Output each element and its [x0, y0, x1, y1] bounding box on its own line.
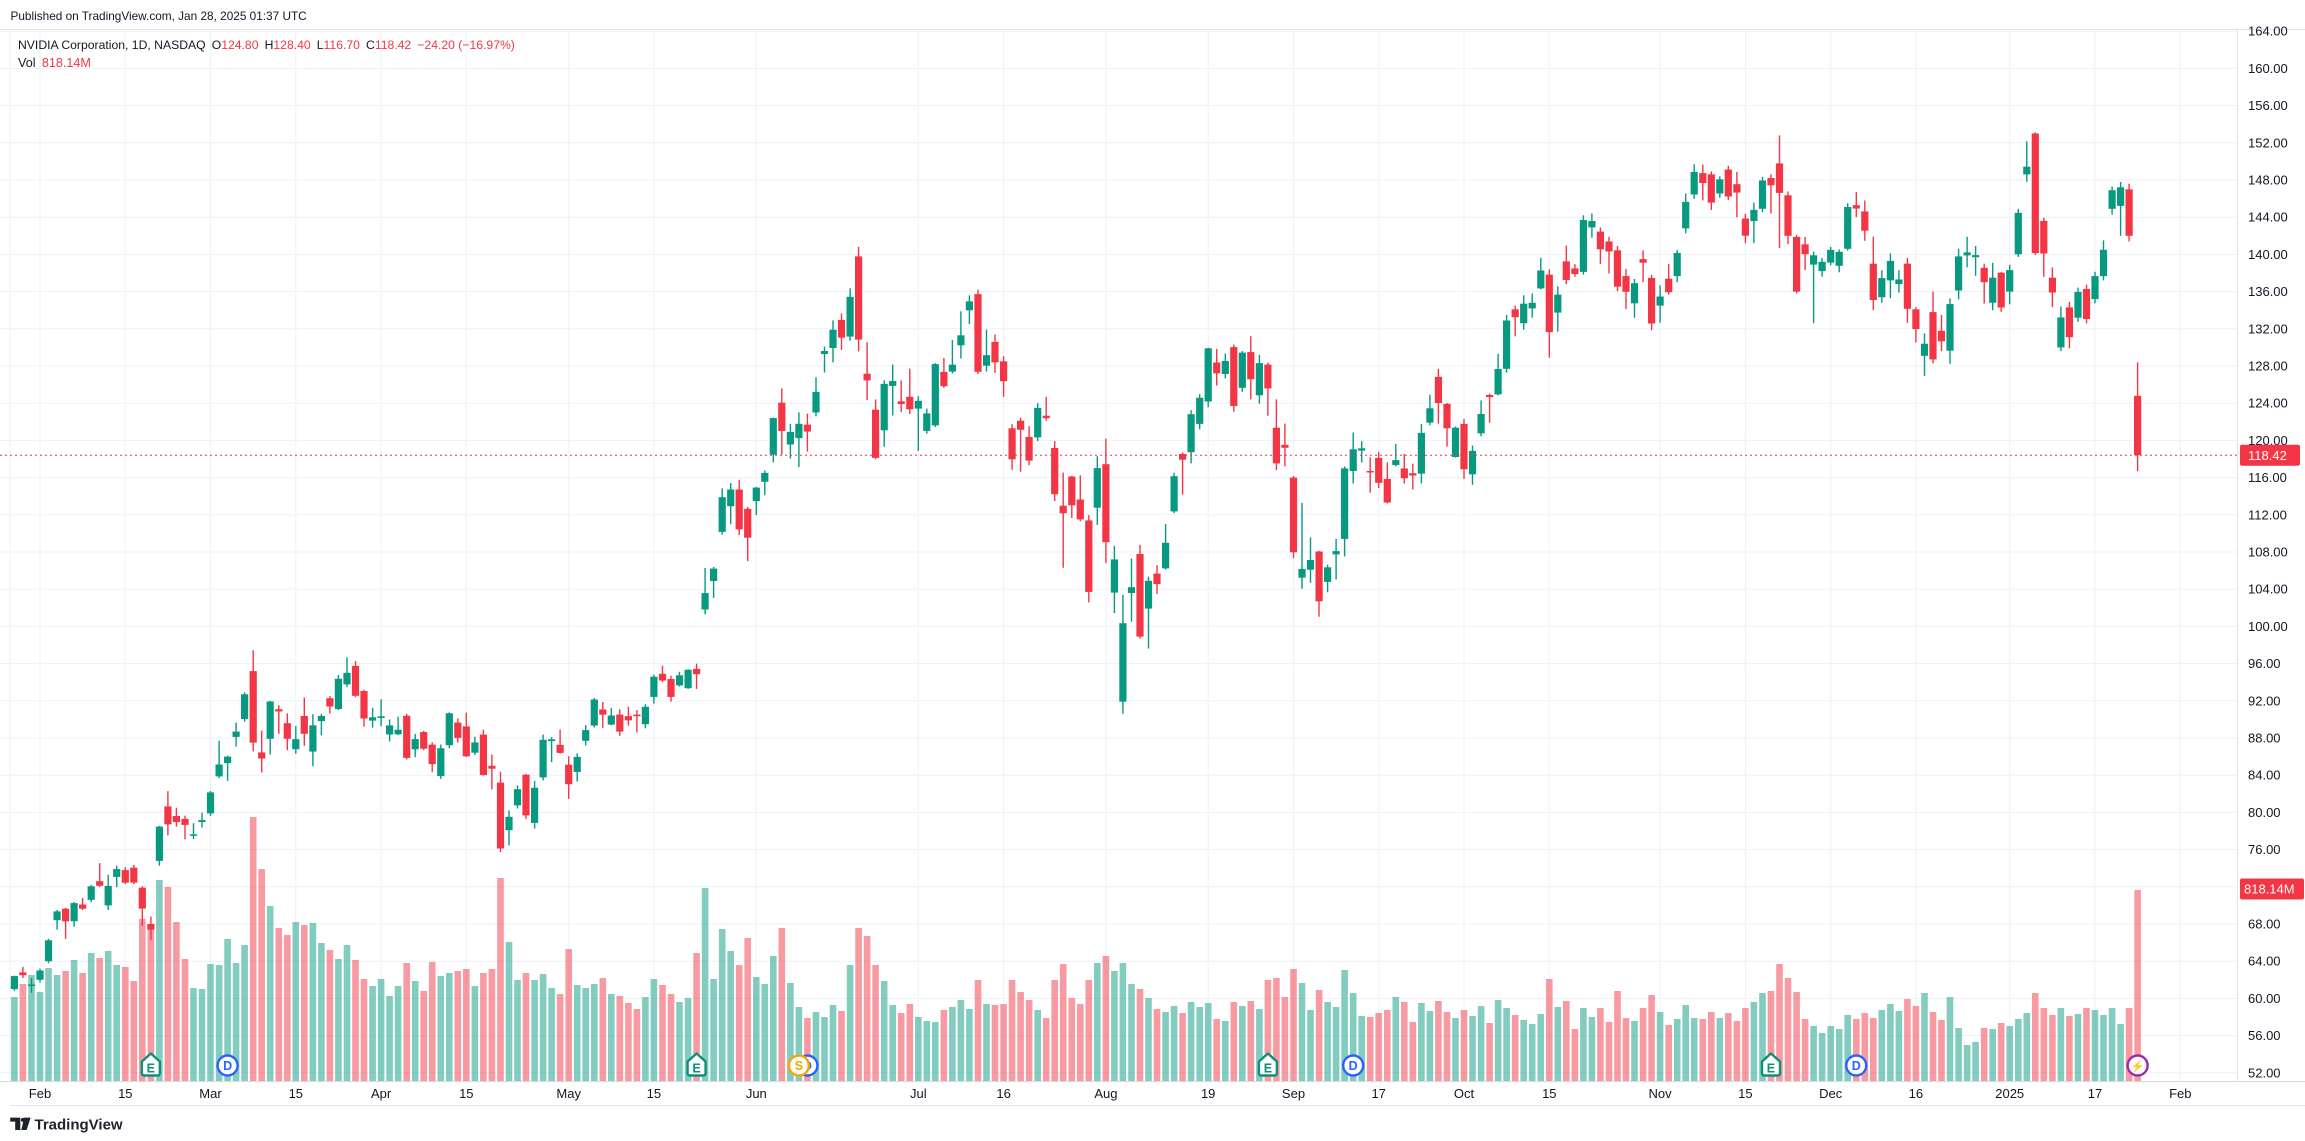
svg-text:NVIDIA Corporation, 1D, NASDAQ: NVIDIA Corporation, 1D, NASDAQ O124.80 H…	[18, 38, 515, 52]
svg-text:17: 17	[1371, 1086, 1385, 1101]
svg-text:148.00: 148.00	[2248, 173, 2288, 188]
svg-text:17: 17	[2088, 1086, 2102, 1101]
svg-text:E: E	[147, 1062, 155, 1076]
svg-text:Apr: Apr	[371, 1086, 392, 1101]
svg-text:Feb: Feb	[2169, 1086, 2191, 1101]
svg-text:108.00: 108.00	[2248, 545, 2288, 560]
svg-text:132.00: 132.00	[2248, 321, 2288, 336]
svg-text:52.00: 52.00	[2248, 1065, 2281, 1080]
svg-text:Nov: Nov	[1649, 1086, 1673, 1101]
svg-text:140.00: 140.00	[2248, 247, 2288, 262]
svg-text:Sep: Sep	[1282, 1086, 1305, 1101]
svg-text:15: 15	[647, 1086, 661, 1101]
svg-text:144.00: 144.00	[2248, 210, 2288, 225]
svg-text:S: S	[795, 1059, 803, 1073]
svg-text:Jun: Jun	[746, 1086, 767, 1101]
svg-text:15: 15	[1738, 1086, 1752, 1101]
svg-text:Aug: Aug	[1094, 1086, 1117, 1101]
svg-text:Feb: Feb	[29, 1086, 51, 1101]
svg-text:Dec: Dec	[1819, 1086, 1843, 1101]
svg-text:124.00: 124.00	[2248, 396, 2288, 411]
svg-text:Vol 818.14M: Vol 818.14M	[18, 56, 91, 70]
svg-text:15: 15	[1542, 1086, 1556, 1101]
svg-text:818.14M: 818.14M	[2244, 882, 2295, 897]
svg-text:80.00: 80.00	[2248, 805, 2281, 820]
svg-text:D: D	[1349, 1059, 1358, 1073]
svg-text:120.00: 120.00	[2248, 433, 2288, 448]
svg-text:May: May	[556, 1086, 581, 1101]
svg-text:Published on TradingView.com,: Published on TradingView.com, Jan 28, 20…	[11, 9, 308, 23]
svg-text:116.00: 116.00	[2248, 470, 2287, 485]
svg-text:128.00: 128.00	[2248, 359, 2288, 374]
svg-text:15: 15	[118, 1086, 132, 1101]
svg-text:D: D	[1852, 1059, 1861, 1073]
svg-text:68.00: 68.00	[2248, 917, 2281, 932]
svg-text:Mar: Mar	[199, 1086, 222, 1101]
svg-text:Jul: Jul	[910, 1086, 927, 1101]
svg-text:D: D	[223, 1059, 232, 1073]
svg-text:16: 16	[996, 1086, 1010, 1101]
svg-text:84.00: 84.00	[2248, 768, 2281, 783]
svg-text:160.00: 160.00	[2248, 61, 2288, 76]
svg-text:15: 15	[459, 1086, 473, 1101]
svg-text:96.00: 96.00	[2248, 656, 2281, 671]
svg-text:136.00: 136.00	[2248, 284, 2288, 299]
svg-text:Oct: Oct	[1454, 1086, 1475, 1101]
svg-text:16: 16	[1909, 1086, 1923, 1101]
svg-text:60.00: 60.00	[2248, 991, 2281, 1006]
svg-text:15: 15	[289, 1086, 303, 1101]
svg-text:56.00: 56.00	[2248, 1028, 2281, 1043]
svg-text:118.42: 118.42	[2248, 448, 2287, 463]
svg-text:164.00: 164.00	[2248, 24, 2288, 39]
svg-text:2025: 2025	[1995, 1086, 2024, 1101]
svg-text:64.00: 64.00	[2248, 954, 2281, 969]
svg-text:19: 19	[1201, 1086, 1215, 1101]
svg-text:76.00: 76.00	[2248, 842, 2281, 857]
svg-text:92.00: 92.00	[2248, 693, 2281, 708]
svg-text:E: E	[692, 1062, 700, 1076]
svg-text:152.00: 152.00	[2248, 135, 2288, 150]
svg-text:104.00: 104.00	[2248, 582, 2288, 597]
svg-text:156.00: 156.00	[2248, 98, 2288, 113]
svg-text:E: E	[1767, 1062, 1775, 1076]
svg-text:88.00: 88.00	[2248, 731, 2281, 746]
svg-text:E: E	[1264, 1062, 1272, 1076]
svg-text:100.00: 100.00	[2248, 619, 2288, 634]
svg-text:112.00: 112.00	[2248, 507, 2287, 522]
svg-text:TradingView: TradingView	[35, 1117, 123, 1134]
svg-text:⚡: ⚡	[2131, 1060, 2145, 1073]
